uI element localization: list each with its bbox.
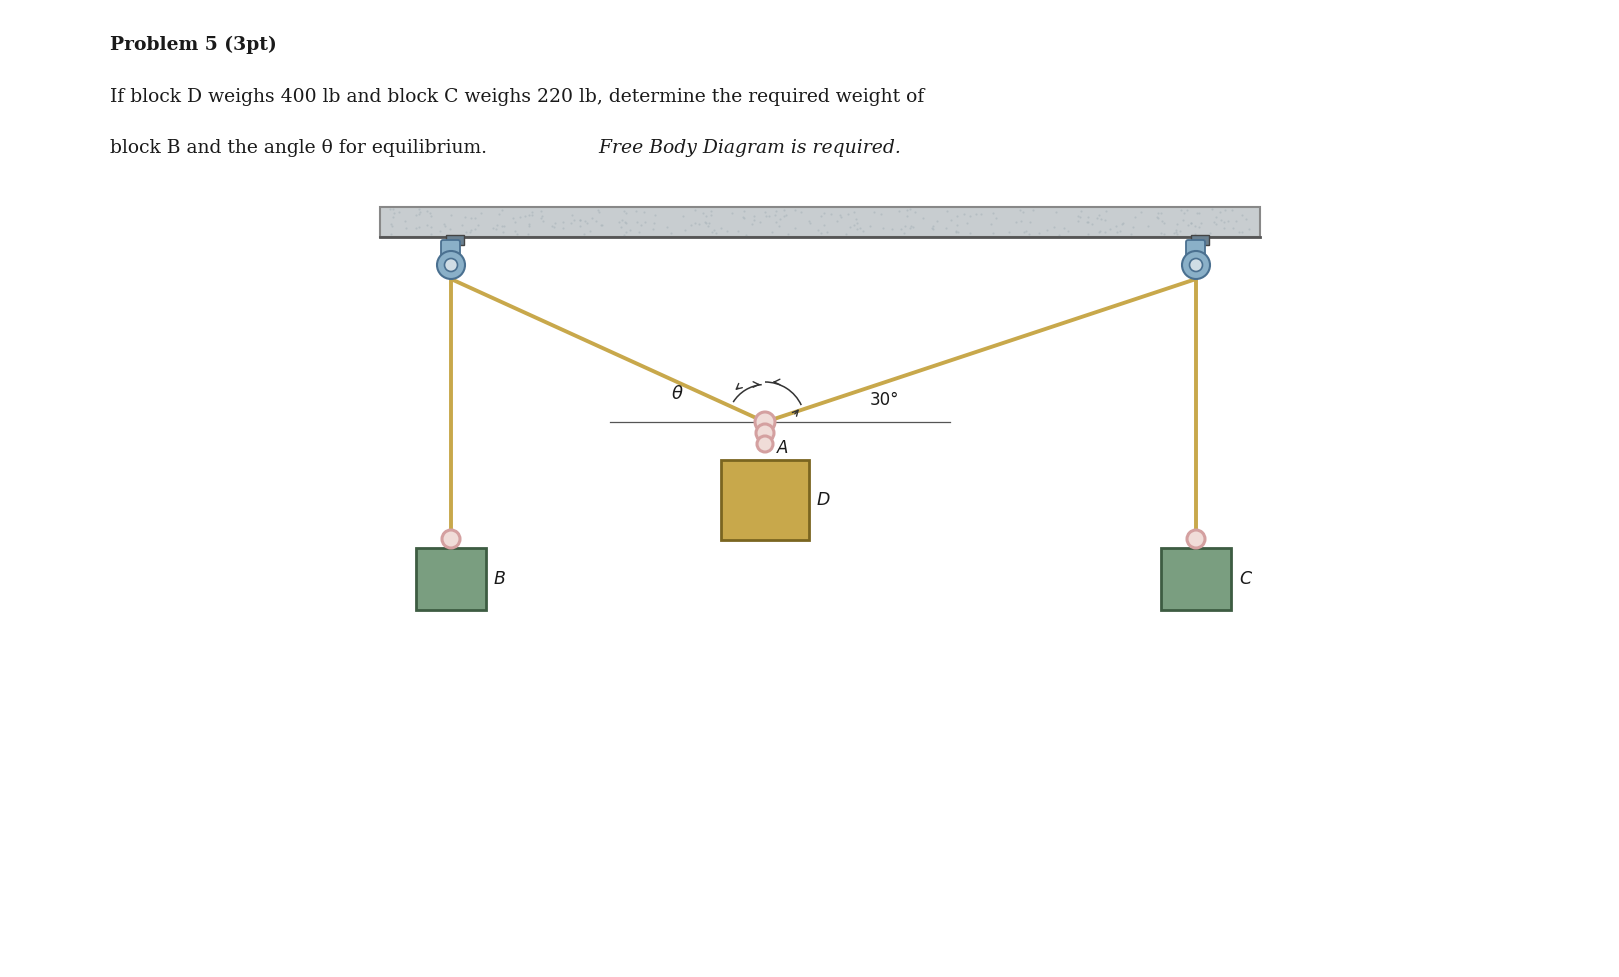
- Text: If block D weighs 400 lb and block C weighs 220 lb, determine the required weigh: If block D weighs 400 lb and block C wei…: [110, 88, 924, 106]
- Circle shape: [1190, 259, 1203, 272]
- Circle shape: [445, 259, 458, 272]
- Text: block B and the angle θ for equilibrium.: block B and the angle θ for equilibrium.: [110, 139, 487, 156]
- Text: Free Body Diagram is required.: Free Body Diagram is required.: [593, 139, 900, 156]
- Text: $\theta$: $\theta$: [670, 385, 683, 403]
- Circle shape: [754, 412, 776, 432]
- Circle shape: [442, 530, 460, 548]
- Bar: [416, 548, 486, 610]
- FancyBboxPatch shape: [1187, 240, 1205, 261]
- Circle shape: [1182, 251, 1209, 279]
- Circle shape: [758, 436, 772, 452]
- Text: 30°: 30°: [869, 391, 900, 409]
- Circle shape: [1187, 530, 1205, 548]
- Text: C: C: [1239, 570, 1251, 588]
- Text: A: A: [777, 439, 788, 457]
- Circle shape: [756, 424, 774, 442]
- Bar: [445, 235, 465, 245]
- Circle shape: [437, 251, 465, 279]
- Text: D: D: [818, 491, 831, 509]
- Bar: [380, 207, 1260, 237]
- Text: Problem 5 (3pt): Problem 5 (3pt): [110, 36, 277, 55]
- Bar: [1192, 235, 1209, 245]
- Text: B: B: [494, 570, 505, 588]
- Bar: [720, 460, 810, 540]
- FancyBboxPatch shape: [440, 240, 460, 261]
- Bar: [1161, 548, 1230, 610]
